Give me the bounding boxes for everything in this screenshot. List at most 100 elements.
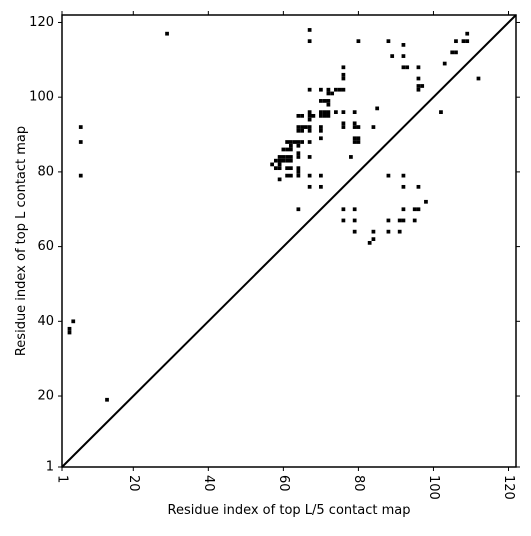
contact-point — [319, 110, 323, 114]
contact-point — [289, 155, 293, 159]
contact-point — [341, 76, 346, 81]
contact-point — [277, 155, 282, 159]
contact-point — [416, 87, 421, 92]
contact-point — [461, 39, 466, 44]
contact-point — [386, 39, 391, 44]
contact-point — [341, 207, 346, 212]
contact-point — [319, 87, 323, 92]
contact-point — [296, 140, 301, 144]
contact-point — [371, 229, 376, 234]
contact-point — [352, 207, 357, 212]
contact-point — [289, 140, 293, 144]
x-tick-label: 60 — [276, 475, 291, 492]
contact-point — [319, 128, 323, 133]
contact-point — [71, 319, 76, 324]
contact-point — [326, 87, 331, 92]
contact-point — [78, 125, 83, 129]
contact-point — [397, 218, 402, 223]
contact-point — [476, 76, 481, 81]
contact-point — [307, 140, 312, 144]
contact-point — [330, 91, 335, 96]
contact-point — [322, 99, 327, 103]
contact-point — [322, 110, 327, 114]
contact-point — [386, 229, 391, 234]
contact-point — [289, 147, 293, 152]
y-tick-label: 100 — [29, 90, 54, 105]
contact-point — [439, 110, 443, 114]
contact-point — [289, 158, 293, 163]
contact-point — [401, 65, 406, 70]
x-tick-label: 40 — [201, 475, 216, 492]
contact-point — [326, 91, 331, 96]
contact-point — [412, 218, 417, 223]
contact-point — [165, 31, 169, 36]
contact-point — [450, 50, 455, 55]
contact-point — [386, 218, 391, 223]
y-axis-label: Residue index of top L contact map — [14, 126, 29, 356]
contact-point — [307, 155, 312, 159]
contact-point — [356, 125, 361, 129]
contact-point — [412, 207, 417, 212]
contact-point — [352, 110, 357, 114]
contact-point — [322, 113, 327, 118]
contact-point — [397, 229, 402, 234]
contact-point — [352, 218, 357, 223]
contact-point — [285, 166, 289, 171]
contact-point — [341, 125, 346, 129]
contact-point — [67, 330, 72, 335]
x-tick-label: 1 — [55, 475, 70, 483]
contact-point — [273, 158, 278, 163]
contact-point — [349, 155, 353, 159]
contact-point — [341, 121, 346, 126]
contact-point — [341, 65, 346, 70]
contact-point — [78, 140, 83, 144]
contact-point — [326, 99, 331, 103]
contact-point — [296, 173, 301, 178]
contact-point — [390, 54, 395, 58]
contact-point — [105, 397, 109, 402]
contact-point — [300, 113, 305, 118]
x-tick-label: 80 — [351, 475, 366, 492]
y-tick-label: 80 — [37, 164, 54, 179]
contact-point — [334, 87, 338, 92]
contact-point — [319, 136, 323, 141]
points-layer — [67, 28, 481, 402]
contact-point — [289, 143, 293, 148]
contact-point — [300, 128, 305, 133]
contact-point — [401, 173, 406, 178]
contact-point — [285, 173, 289, 178]
x-tick-label: 120 — [501, 475, 516, 500]
contact-point — [285, 158, 289, 163]
contact-point — [352, 136, 357, 141]
contact-point — [281, 158, 286, 163]
contact-point — [326, 110, 331, 114]
contact-point — [307, 117, 312, 122]
contact-point — [405, 65, 410, 70]
contact-point — [307, 113, 312, 118]
contact-point — [356, 136, 361, 141]
contact-point — [296, 143, 301, 148]
contact-point — [367, 241, 372, 245]
contact-point — [386, 173, 391, 178]
contact-point — [416, 184, 421, 189]
contact-point — [296, 170, 301, 174]
contact-point — [67, 326, 72, 331]
contact-point — [300, 140, 305, 144]
contact-point — [319, 125, 323, 129]
contact-point — [277, 166, 282, 171]
contact-point — [352, 140, 357, 144]
contact-point — [371, 125, 376, 129]
contact-point — [416, 76, 421, 81]
contact-point — [356, 140, 361, 144]
contact-point — [300, 125, 305, 129]
x-tick-label: 20 — [126, 475, 141, 492]
contact-point — [352, 229, 357, 234]
contact-point — [311, 113, 316, 118]
diagonal-line — [61, 14, 517, 468]
contact-point — [420, 84, 425, 88]
contact-point — [307, 184, 312, 189]
contact-point — [416, 207, 421, 212]
contact-point — [281, 147, 286, 152]
contact-point — [307, 39, 312, 44]
